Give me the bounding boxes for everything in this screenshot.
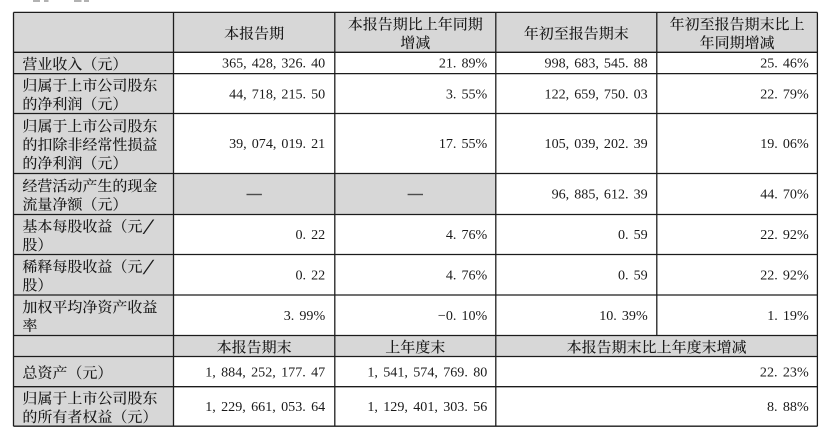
svg-text:1. 19%: 1. 19% — [767, 308, 809, 324]
svg-text:0. 59: 0. 59 — [618, 227, 648, 243]
svg-text:0. 22: 0. 22 — [296, 267, 326, 283]
svg-text:105, 039, 202. 39: 105, 039, 202. 39 — [545, 136, 648, 152]
svg-text:10. 39%: 10. 39% — [599, 308, 648, 324]
svg-text:8. 88%: 8. 88% — [767, 399, 809, 415]
svg-text:0. 59: 0. 59 — [618, 267, 648, 283]
svg-text:1, 229, 661, 053. 64: 1, 229, 661, 053. 64 — [205, 399, 325, 415]
svg-text:122, 659, 750. 03: 122, 659, 750. 03 — [545, 86, 648, 102]
svg-text:39, 074, 019. 21: 39, 074, 019. 21 — [229, 136, 325, 152]
svg-text:−0. 10%: −0. 10% — [438, 308, 488, 324]
svg-text:4. 76%: 4. 76% — [446, 227, 488, 243]
svg-text:998, 683, 545. 88: 998, 683, 545. 88 — [545, 56, 648, 72]
svg-text:44. 70%: 44. 70% — [760, 187, 809, 203]
svg-text:3. 55%: 3. 55% — [446, 86, 488, 102]
svg-text:21. 89%: 21. 89% — [439, 56, 488, 72]
svg-text:44, 718, 215. 50: 44, 718, 215. 50 — [229, 86, 325, 102]
svg-text:1, 129, 401, 303. 56: 1, 129, 401, 303. 56 — [367, 399, 487, 415]
svg-text:22. 23%: 22. 23% — [760, 364, 809, 380]
svg-text:22. 79%: 22. 79% — [760, 86, 809, 102]
svg-text:0. 22: 0. 22 — [296, 227, 326, 243]
svg-text:1, 541, 574, 769. 80: 1, 541, 574, 769. 80 — [367, 364, 487, 380]
svg-text:365, 428, 326. 40: 365, 428, 326. 40 — [222, 56, 325, 72]
svg-text:22. 92%: 22. 92% — [760, 267, 809, 283]
svg-text:19. 06%: 19. 06% — [760, 136, 809, 152]
svg-text:17. 55%: 17. 55% — [439, 136, 488, 152]
svg-text:22. 92%: 22. 92% — [760, 227, 809, 243]
svg-text:96, 885, 612. 39: 96, 885, 612. 39 — [552, 187, 648, 203]
svg-text:1, 884, 252, 177. 47: 1, 884, 252, 177. 47 — [205, 364, 325, 380]
svg-text:25. 46%: 25. 46% — [760, 56, 809, 72]
svg-text:4. 76%: 4. 76% — [446, 267, 488, 283]
svg-text:3. 99%: 3. 99% — [284, 308, 326, 324]
